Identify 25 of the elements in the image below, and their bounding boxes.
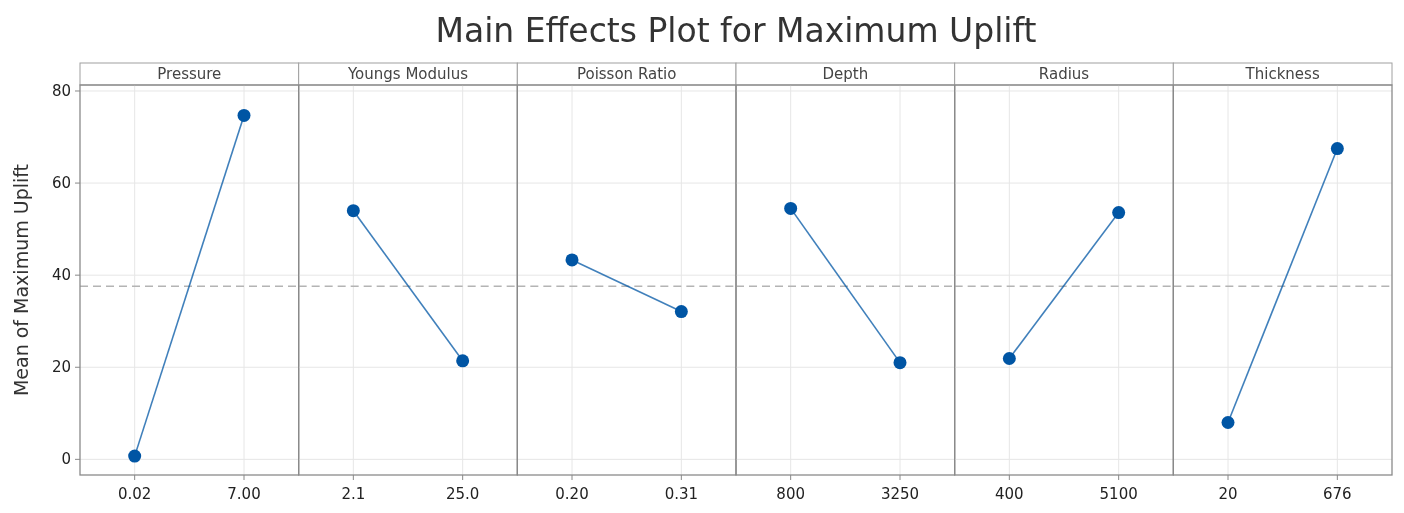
x-tick-label: 0.02 (117, 485, 152, 503)
chart-subtitle: Radius (1038, 65, 1090, 83)
y-tick-label: 40 (51, 266, 71, 285)
x-tick-label: 3250 (880, 485, 920, 503)
x-tick-label: 7.00 (227, 485, 261, 503)
y-axis-title: Mean of Maximum Uplift (10, 163, 32, 397)
x-tick-label: 0.31 (664, 485, 699, 503)
x-tick-label: 400 (995, 485, 1024, 503)
x-tick-label: 0.20 (555, 485, 589, 503)
x-tick-label: 5100 (1099, 485, 1138, 503)
y-tick-label: 80 (51, 81, 71, 100)
chart-subtitle: Pressure (157, 65, 222, 83)
x-tick-label: 25.0 (445, 485, 480, 503)
chart-subtitle: Depth (822, 65, 869, 83)
y-tick-label: 20 (51, 358, 71, 377)
x-tick-label: 676 (1323, 485, 1352, 503)
y-tick-label: 60 (51, 174, 71, 193)
text: Main Effects Plot for Maximum Uplift (435, 11, 1037, 50)
chart-subtitle: Poisson Ratio (576, 65, 677, 83)
x-tick-label: 2.1 (341, 485, 366, 503)
x-tick-label: 800 (776, 485, 805, 503)
y-tick-label: 0 (61, 450, 71, 469)
chart-subtitle: Thickness (1244, 65, 1320, 83)
x-tick-label: 20 (1218, 485, 1238, 503)
chart-subtitle: Youngs Modulus (346, 65, 469, 83)
